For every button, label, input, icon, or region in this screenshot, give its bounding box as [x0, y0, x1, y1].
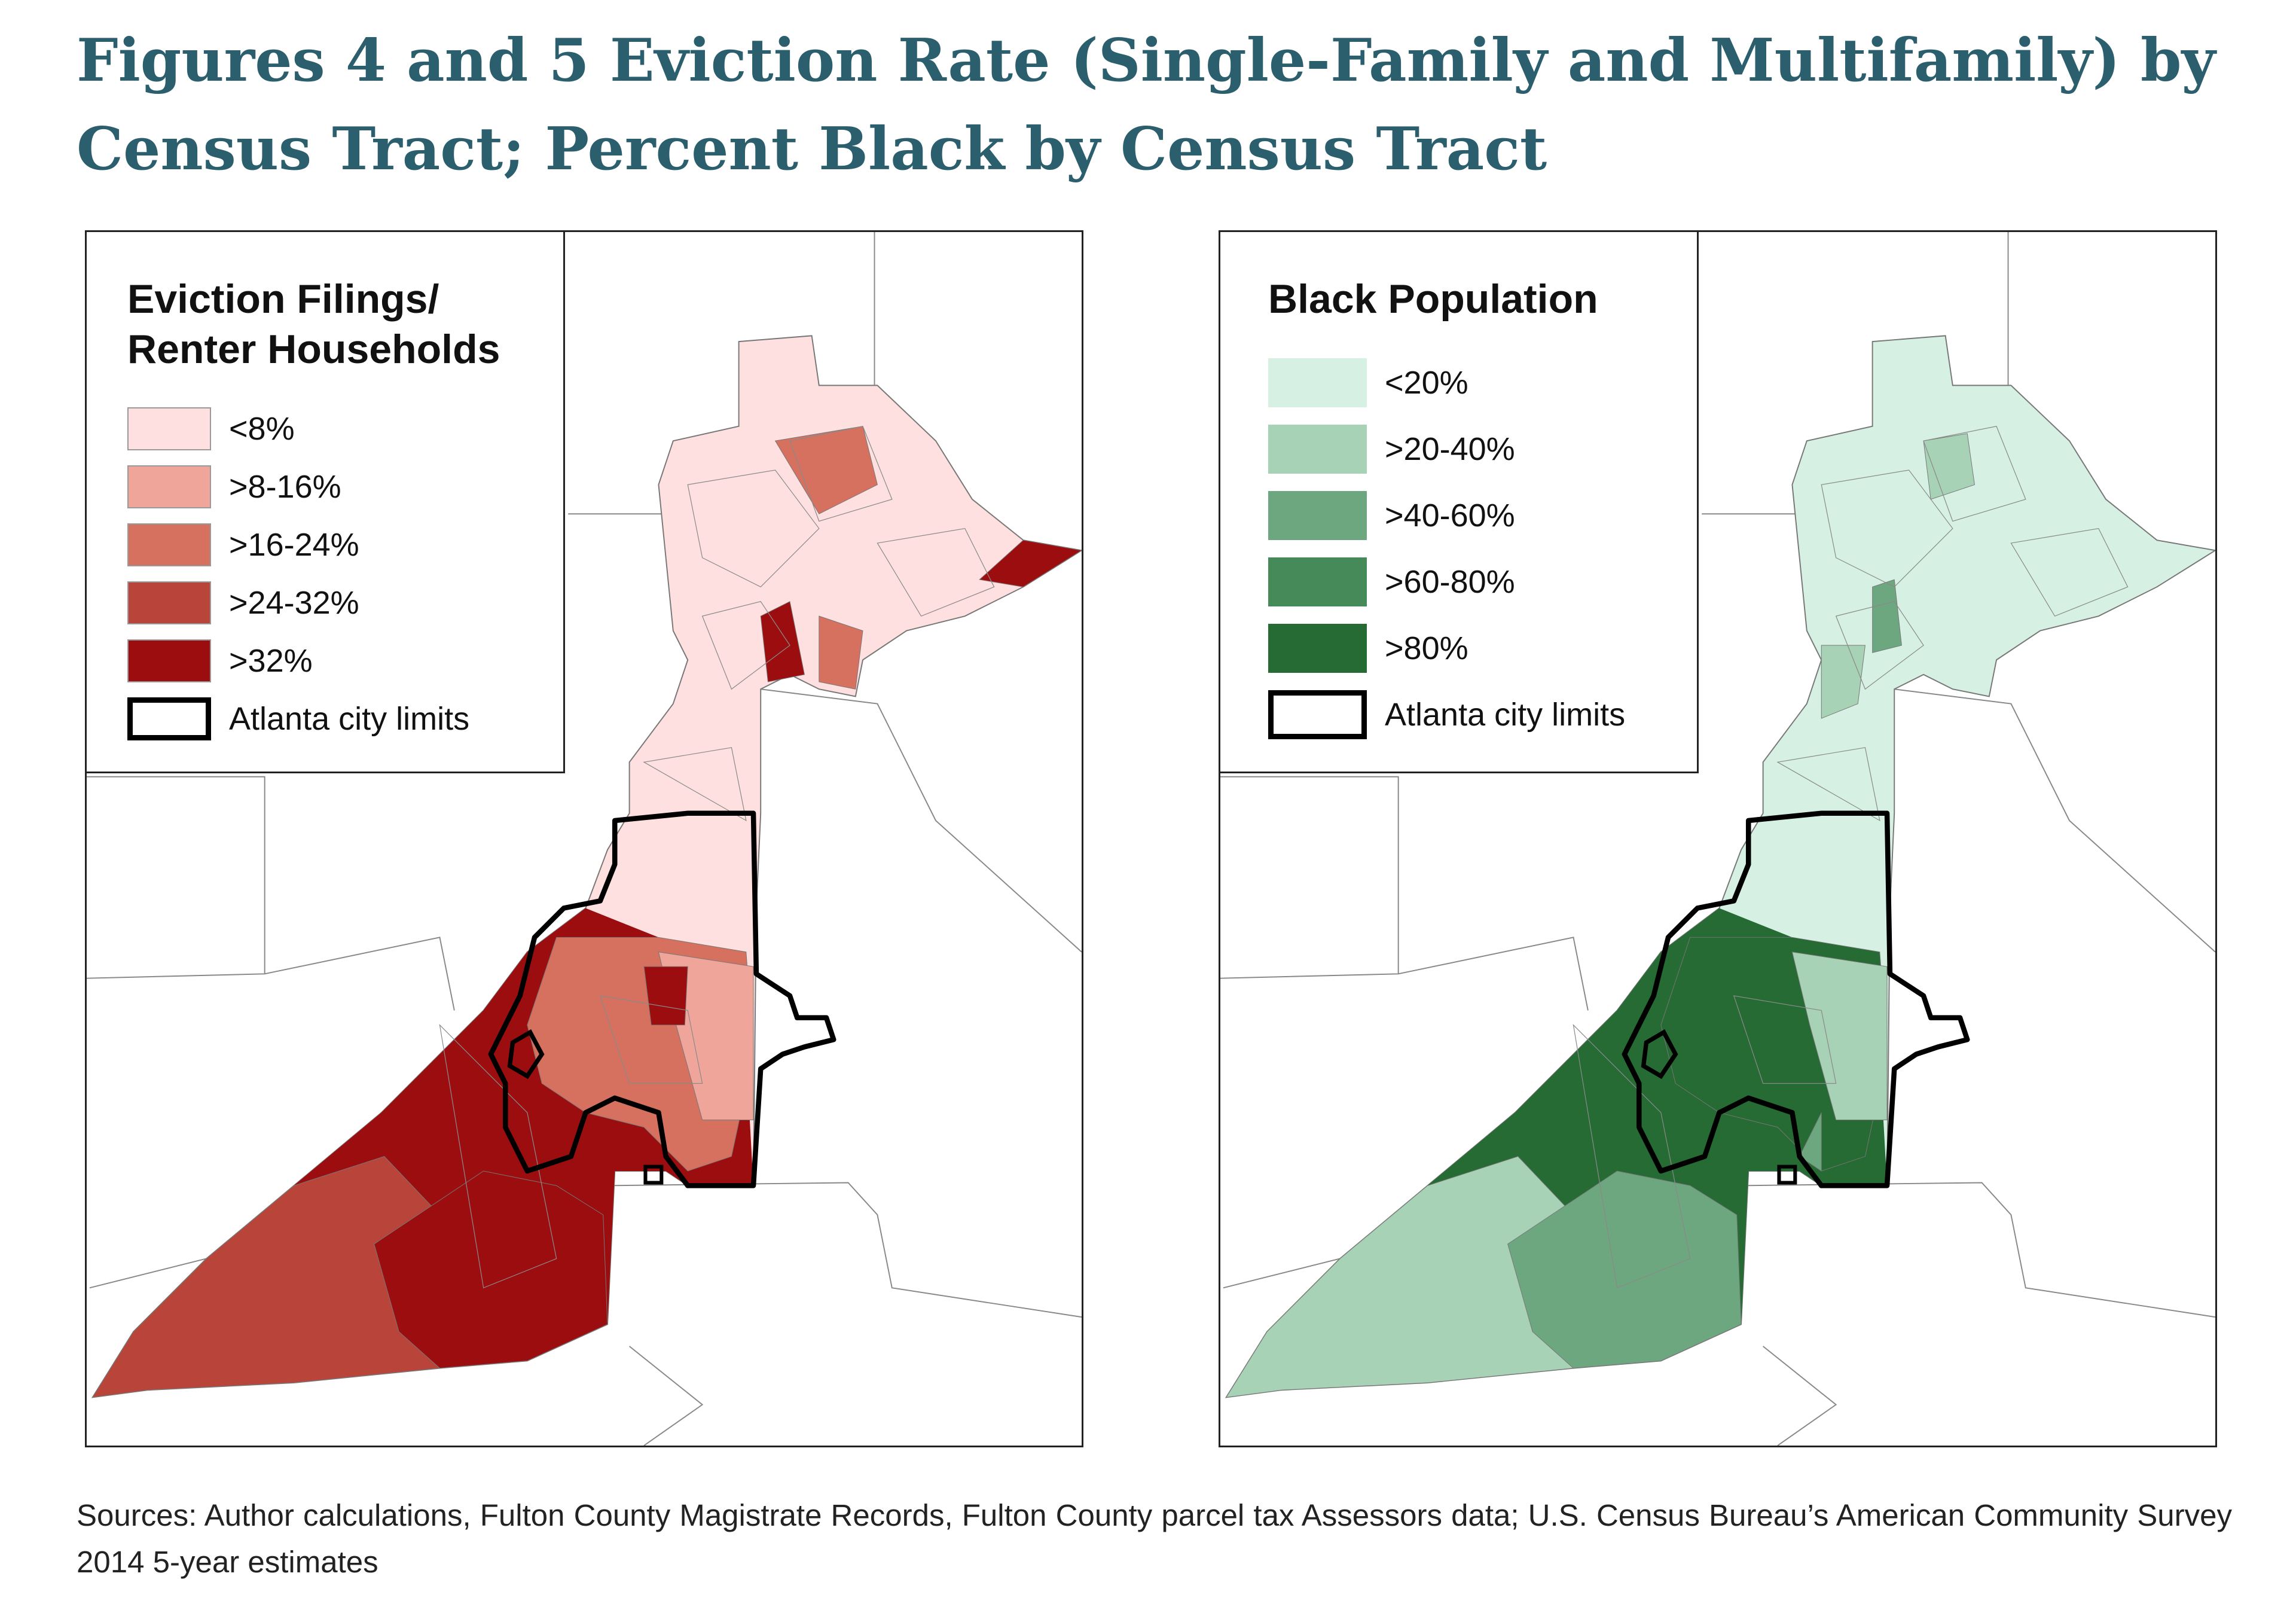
census-tract	[1799, 1112, 1822, 1172]
legend-label: Atlanta city limits	[229, 700, 470, 737]
legend-item: >32%	[127, 632, 563, 690]
county-boundary-line	[761, 688, 1082, 953]
legend-item: >8-16%	[127, 458, 563, 516]
legend-label: >16-24%	[229, 526, 359, 563]
county-boundary-line	[1763, 1346, 1837, 1446]
black-population-legend: Black Population <20% >20-40% >40-60% >60-8…	[1220, 232, 1699, 773]
county-boundary-line	[87, 776, 265, 979]
legend-item-city-limits: Atlanta city limits	[1268, 681, 1697, 748]
census-tract	[643, 966, 688, 1026]
census-tract-boundary	[643, 747, 747, 822]
southwest-region	[1225, 1155, 1574, 1398]
black-population-map-svg	[1220, 232, 2215, 1446]
legend-swatch-city-limits	[1268, 690, 1367, 739]
atlanta-city-limits	[488, 810, 836, 1188]
census-tract-boundary	[687, 469, 820, 588]
county-boundary-line	[1223, 1258, 1341, 1289]
legend-swatch-city-limits	[127, 697, 211, 740]
atlanta-city-limits-enclave	[1777, 1164, 1797, 1185]
census-tract-boundary	[439, 1024, 557, 1289]
legend-label: >32%	[229, 642, 313, 679]
atlanta-city-limits-enclave	[1641, 1029, 1678, 1080]
census-tract	[979, 539, 1082, 587]
legend-item: >24-32%	[127, 574, 563, 632]
figure-title: Figures 4 and 5 Eviction Rate (Single-Fa…	[77, 26, 2216, 184]
census-tract-boundary	[1776, 747, 1880, 822]
legend-label: >60-80%	[1385, 563, 1515, 600]
legend-swatch	[127, 581, 211, 624]
black-population-map: Black Population <20% >20-40% >40-60% >60-8…	[1219, 230, 2217, 1447]
legend-item: >20-40%	[1268, 416, 1697, 482]
legend-swatch	[1268, 424, 1367, 474]
eviction-rate-map: Eviction Filings/ Renter Households <8% >…	[85, 230, 1083, 1447]
legend-swatch	[127, 407, 211, 450]
legend-label: Atlanta city limits	[1385, 696, 1626, 733]
census-tract-boundary	[701, 601, 790, 690]
legend-swatch	[127, 523, 211, 566]
census-tract	[1821, 645, 1866, 719]
legend-title: Eviction Filings/ Renter Households	[127, 276, 500, 372]
legend-label: >20-40%	[1385, 431, 1515, 467]
census-tract-boundary	[877, 528, 995, 617]
census-tract-boundary	[1573, 1024, 1691, 1289]
atlanta-city-limits	[1622, 810, 1970, 1188]
legend-swatch	[1268, 490, 1367, 540]
census-tract-boundary	[1835, 601, 1924, 690]
census-tract-boundary	[2010, 528, 2129, 617]
county-boundary-line	[629, 1346, 704, 1446]
legend-swatch	[1268, 557, 1367, 606]
census-tract-boundary	[789, 426, 893, 522]
legend-swatch	[127, 465, 211, 508]
legend-label: >24-32%	[229, 584, 359, 621]
census-tract-boundary	[1733, 995, 1837, 1084]
legend-item: >16-24%	[127, 516, 563, 574]
census-tract-boundary	[599, 995, 703, 1084]
legend-item: <20%	[1268, 349, 1697, 416]
county-boundary-line	[1398, 937, 1589, 1011]
atlanta-city-limits-enclave	[507, 1029, 545, 1080]
legend-item: >80%	[1268, 615, 1697, 681]
legend-item: <8%	[127, 400, 563, 458]
county-boundary-line	[1894, 688, 2215, 953]
census-tract	[1872, 579, 1902, 653]
county-boundary-line	[1741, 1182, 2215, 1318]
southwest-region	[91, 1155, 440, 1398]
county-boundary-line	[607, 1182, 1082, 1318]
legend-label: >40-60%	[1385, 497, 1515, 533]
census-tract-boundary	[1821, 469, 1953, 588]
atlanta-city-limits-enclave	[643, 1164, 664, 1185]
legend-swatch	[127, 639, 211, 682]
legend-label: >80%	[1385, 630, 1468, 666]
county-boundary-line	[1220, 776, 1399, 979]
legend-label: >8-16%	[229, 468, 341, 505]
sources-note: Sources: Author calculations, Fulton Cou…	[77, 1498, 2232, 1579]
city-east-region	[1791, 952, 1888, 1121]
legend-item: >40-60%	[1268, 482, 1697, 548]
census-tract	[1923, 433, 1975, 500]
county-boundary-line	[264, 937, 455, 1011]
eviction-map-svg	[87, 232, 1082, 1446]
census-tract-boundary	[1923, 426, 2026, 522]
census-tract	[760, 601, 805, 682]
eviction-legend: Eviction Filings/ Renter Households <8% >…	[87, 232, 565, 773]
legend-label: <20%	[1385, 364, 1468, 401]
legend-swatch	[1268, 358, 1367, 407]
census-tract	[774, 426, 878, 514]
legend-item-city-limits: Atlanta city limits	[127, 690, 563, 748]
legend-label: <8%	[229, 410, 295, 447]
legend-item: >60-80%	[1268, 548, 1697, 615]
legend-swatch	[1268, 623, 1367, 673]
legend-title: Black Population	[1268, 276, 1598, 322]
census-tract	[819, 615, 863, 690]
county-boundary-line	[89, 1258, 207, 1289]
